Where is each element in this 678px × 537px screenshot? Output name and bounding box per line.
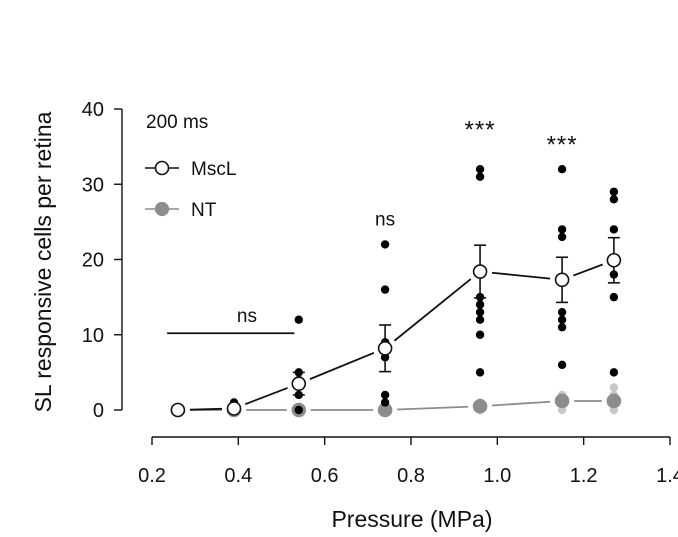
y-axis-title: SL responsive cells per retina (30, 111, 56, 412)
y-axis-ticks: 0 10 20 30 40 (82, 99, 122, 422)
legend-nt-marker (154, 201, 170, 217)
mscl-data-point (475, 300, 485, 309)
mscl-mean-line-segment (572, 263, 603, 277)
legend-nt-label: NT (191, 200, 217, 221)
mscl-data-point (380, 240, 390, 249)
x-tick-label: 1.4 (656, 465, 678, 487)
x-tick-label: 1.2 (570, 465, 598, 487)
mscl-data-point (475, 172, 485, 181)
significance-annotations: ns ns *** *** (167, 117, 578, 335)
legend-mscl-marker (154, 160, 170, 176)
mscl-data-point (557, 323, 567, 332)
y-tick-label: 40 (82, 99, 104, 121)
mscl-mean-marker (226, 401, 242, 416)
mscl-mean-marker (377, 340, 393, 356)
mscl-data-point (609, 292, 619, 302)
nt-data-point (609, 383, 619, 392)
mscl-data-point (475, 368, 485, 377)
mscl-mean-line-segment (244, 387, 288, 406)
mscl-data-point (609, 368, 619, 377)
mscl-mean-marker (291, 376, 307, 391)
mscl-data-point (557, 307, 567, 317)
mscl-data-point (380, 390, 390, 400)
mscl-data-point (557, 315, 567, 324)
mscl-mean-marker (170, 402, 186, 418)
mscl-data-point (557, 232, 567, 242)
mscl-data-point (557, 165, 567, 174)
mscl-data-point (475, 330, 485, 339)
mscl-data-point (609, 195, 619, 204)
significance-ns-label: ns (237, 306, 257, 327)
mscl-data-point (609, 225, 619, 234)
mscl-series (170, 165, 622, 418)
mscl-data-point (557, 360, 567, 370)
mscl-data-point (475, 165, 485, 174)
legend: MscL NT (145, 159, 236, 221)
mscl-data-point (475, 315, 485, 324)
x-tick-label: 0.2 (138, 465, 166, 487)
nt-mean-marker (472, 398, 488, 414)
mscl-mean-marker (606, 252, 622, 268)
significance-ns-label: ns (375, 210, 395, 231)
mscl-data-point (557, 225, 567, 234)
significance-stars-label: *** (547, 132, 578, 159)
nt-mean-line-segment (397, 405, 469, 411)
mscl-data-point (609, 187, 619, 196)
mscl-data-point (380, 398, 390, 407)
nt-mean-marker (554, 393, 570, 409)
y-tick-label: 10 (82, 325, 104, 347)
y-tick-label: 0 (93, 400, 104, 422)
condition-label: 200 ms (146, 112, 208, 133)
mscl-mean-line-segment (393, 278, 472, 342)
mscl-mean-line-segment (189, 407, 223, 411)
significance-stars-label: *** (465, 117, 496, 144)
mscl-mean-marker (472, 264, 488, 279)
mscl-data-point (380, 285, 390, 294)
mscl-data-point (294, 315, 303, 324)
legend-mscl-label: MscL (191, 159, 236, 180)
mscl-mean-line-segment (491, 271, 551, 280)
x-axis-ticks: 0.2 0.4 0.6 0.8 1.0 1.2 1.4 (138, 437, 678, 487)
x-tick-label: 0.6 (311, 465, 339, 487)
x-tick-label: 1.0 (483, 465, 511, 487)
nt-mean-line-segment (491, 400, 551, 407)
x-tick-label: 0.8 (397, 465, 425, 487)
mscl-data-point (294, 405, 303, 415)
y-tick-label: 20 (82, 250, 104, 272)
mscl-mean-line-segment (309, 352, 375, 380)
y-tick-label: 30 (82, 174, 104, 196)
x-tick-label: 0.4 (224, 465, 252, 487)
mscl-mean-marker (554, 272, 570, 288)
nt-mean-marker (606, 393, 622, 409)
mscl-data-point (475, 307, 485, 317)
x-axis-title: Pressure (MPa) (331, 506, 492, 532)
